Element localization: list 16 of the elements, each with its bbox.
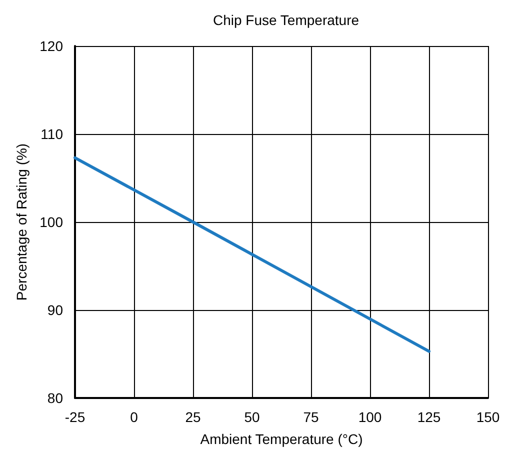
y-tick-label: 80	[47, 390, 64, 406]
chart-title: Chip Fuse Temperature	[212, 12, 360, 28]
y-axis-title: Percentage of Rating (%)	[14, 143, 30, 301]
x-tick-label: 0	[130, 409, 138, 425]
x-tick-label: -25	[64, 409, 86, 425]
y-tick-label: 120	[40, 38, 64, 54]
x-tick-label: 50	[244, 409, 260, 425]
y-tick-label: 100	[40, 214, 64, 230]
x-tick-label: 150	[476, 409, 500, 425]
y-tick-label: 90	[47, 302, 64, 318]
x-axis-title: Ambient Temperature (°C)	[200, 431, 363, 447]
x-tick-label: 75	[303, 409, 319, 425]
x-tick-label: 25	[185, 409, 201, 425]
x-tick-label: 100	[358, 409, 382, 425]
x-tick-label: 125	[417, 409, 441, 425]
y-tick-label: 110	[40, 126, 64, 142]
